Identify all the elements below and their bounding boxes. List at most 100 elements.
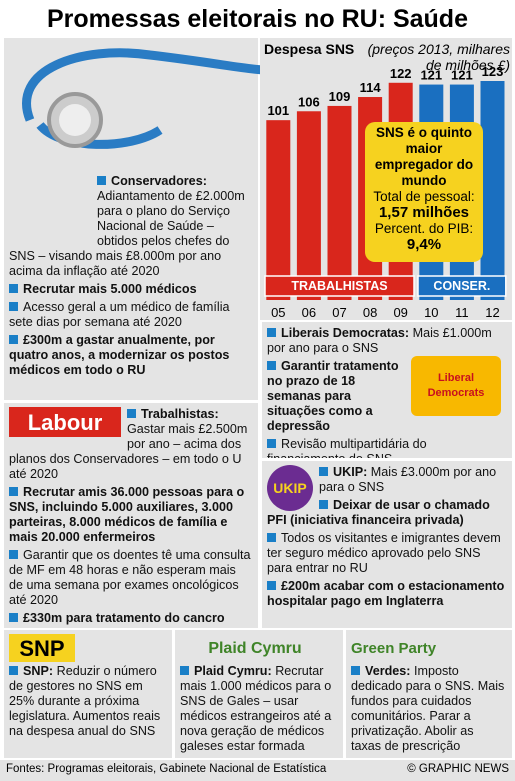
section-lead: UKIP: Mais £3.000m por ano para o SNS xyxy=(267,465,507,495)
footer-source: Fontes: Programas eleitorais, Gabinete N… xyxy=(6,763,327,775)
chart-heading: Despesa SNS (preços 2013, milhares de mi… xyxy=(264,41,510,73)
illustration-bg xyxy=(4,38,258,170)
callout-headline: SNS é o quinto maior empregador do mundo xyxy=(374,125,474,188)
party-section: UKIP UKIP: Mais £3.000m por ano para o SN… xyxy=(262,461,512,628)
party-name: Conservadores: xyxy=(111,174,207,188)
logo-space xyxy=(9,174,97,236)
bullet-square xyxy=(267,581,276,590)
value-label: 121 xyxy=(451,68,473,83)
party-name: SNP: xyxy=(23,664,54,678)
value-label: 123 xyxy=(482,64,504,79)
x-tick-label: 05 xyxy=(271,305,285,320)
x-tick-label: 10 xyxy=(424,305,438,320)
callout-value: 9,4% xyxy=(406,236,442,253)
bullet-square xyxy=(267,533,276,542)
party-name: Plaid Cymru: xyxy=(194,664,272,678)
party-section: SNP SNP: Reduzir o número de gestores no … xyxy=(4,630,172,758)
party-logo: Liberal Democrats xyxy=(411,356,501,416)
party-logo: Green Party xyxy=(351,639,437,657)
pledge: Garantir que os doentes tê uma consulta … xyxy=(9,548,251,607)
pledge: £200m acabar com o estacionamento hospit… xyxy=(267,579,505,608)
pledge: Mais £3.000m por ano para o SNS xyxy=(319,465,497,494)
period-label: TRABALHISTAS xyxy=(291,279,387,293)
bar xyxy=(296,111,321,300)
bullet-square xyxy=(9,284,18,293)
x-tick-label: 06 xyxy=(302,305,316,320)
pledge: £300m a gastar anualmente, por quatro an… xyxy=(9,333,230,377)
footer-credit: © GRAPHIC NEWS xyxy=(407,763,509,775)
bullet-square xyxy=(9,613,18,622)
x-tick-label: 08 xyxy=(363,305,377,320)
bullet-item: Garantir tratamento no prazo de 18 seman… xyxy=(267,359,507,434)
section-lead: SNP: Reduzir o número de gestores no SNS… xyxy=(9,664,167,739)
x-tick-label: 09 xyxy=(393,305,407,320)
callout-value: 1,57 milhões xyxy=(378,204,470,221)
period-band xyxy=(264,275,415,297)
party-logo: SNP xyxy=(9,634,75,662)
pledge: Adiantamento de £2.000m para o plano do … xyxy=(9,189,245,278)
party-logo: UKIP xyxy=(267,465,313,511)
section-lead: Plaid Cymru: Recrutar mais 1.000 médicos… xyxy=(180,664,338,754)
bar xyxy=(480,81,505,300)
bullet-square xyxy=(267,361,276,370)
party-logo: Labour xyxy=(9,407,121,437)
bullet-square xyxy=(9,487,18,496)
x-tick-label: 11 xyxy=(455,305,469,320)
party-section: Liberais Democratas: Mais £1.000m por an… xyxy=(262,322,512,458)
bullet-square xyxy=(351,666,360,675)
value-label: 114 xyxy=(360,80,382,95)
bar xyxy=(327,105,352,301)
party-name: Liberais Democratas: xyxy=(281,326,410,340)
value-label: 106 xyxy=(298,94,320,109)
section-lead: Conservadores: Adiantamento de £2.000m p… xyxy=(9,174,253,279)
chart-title: Despesa SNS xyxy=(264,41,355,57)
pledge: £330m para tratamento do cancro xyxy=(23,611,225,625)
bullet-item: Todos os visitantes e imigrantes devem t… xyxy=(267,531,507,576)
section-lead: Verdes: Imposto dedicado para o SNS. Mai… xyxy=(351,664,507,754)
section-lead: Trabalhistas: Gastar mais £2.500m por an… xyxy=(9,407,253,482)
pledge: Imposto dedicado para o SNS. Mais fundos… xyxy=(351,664,505,753)
pledge: Revisão multipartidária do financiamento… xyxy=(267,437,427,458)
party-name: Trabalhistas: xyxy=(141,407,219,421)
bullet-item: Garantir que os doentes tê uma consulta … xyxy=(9,548,253,608)
bullet-square xyxy=(9,302,18,311)
chart-subtitle: (preços 2013, milhares de milhões £) xyxy=(367,41,510,73)
bullet-item: Recrutar mais 5.000 médicos xyxy=(9,282,253,297)
bullet-square xyxy=(180,666,189,675)
party-section: Plaid Cymru Plaid Cymru: Recrutar mais 1.… xyxy=(175,630,343,758)
value-label: 109 xyxy=(329,89,351,104)
callout: SNS é o quinto maior empregador do mundo… xyxy=(365,122,483,262)
x-tick-label: 07 xyxy=(332,305,346,320)
party-name: UKIP: xyxy=(333,465,368,479)
pledge: Gastar mais £2.500m por ano – acima dos … xyxy=(9,422,248,481)
footer-bg xyxy=(0,760,515,781)
period-band xyxy=(417,275,507,297)
section-lead: Liberais Democratas: Mais £1.000m por an… xyxy=(267,326,507,356)
pledge: Acesso geral a um médico de família sete… xyxy=(9,300,230,329)
bar xyxy=(266,120,291,300)
party-section: Labour Trabalhistas: Gastar mais £2.500m … xyxy=(4,403,258,628)
pledge: Recrutar mais 5.000 médicos xyxy=(23,282,197,296)
bullet-item: £330m para tratamento do cancro xyxy=(9,611,253,626)
pledge: Recrutar mais 1.000 médicos para o SNS d… xyxy=(180,664,332,753)
callout-label: Total de pessoal: xyxy=(373,189,475,204)
bullet-square xyxy=(9,550,18,559)
pledge: Deixar de usar o chamado PFI (iniciativa… xyxy=(267,498,490,527)
party-section: Conservadores: Adiantamento de £2.000m p… xyxy=(4,170,258,400)
party-logo: Plaid Cymru xyxy=(208,639,302,657)
value-label: 121 xyxy=(420,68,442,83)
bullet-item: £300m a gastar anualmente, por quatro an… xyxy=(9,333,253,378)
bullet-item: £200m acabar com o estacionamento hospit… xyxy=(267,579,507,609)
value-label: 101 xyxy=(267,103,289,118)
bullet-square xyxy=(267,439,276,448)
bullet-item: Deixar de usar o chamado PFI (iniciativa… xyxy=(267,498,507,528)
bullet-item: Recrutar amis 36.000 pessoas para o SNS,… xyxy=(9,485,253,545)
pledge: Garantir tratamento no prazo de 18 seman… xyxy=(267,359,399,433)
bullet-square xyxy=(267,328,276,337)
bullet-square xyxy=(9,666,18,675)
bullet-square xyxy=(319,500,328,509)
bullet-square xyxy=(97,176,106,185)
period-label: CONSER. xyxy=(433,279,490,293)
title: Promessas eleitorais no RU: Saúde xyxy=(47,5,468,33)
